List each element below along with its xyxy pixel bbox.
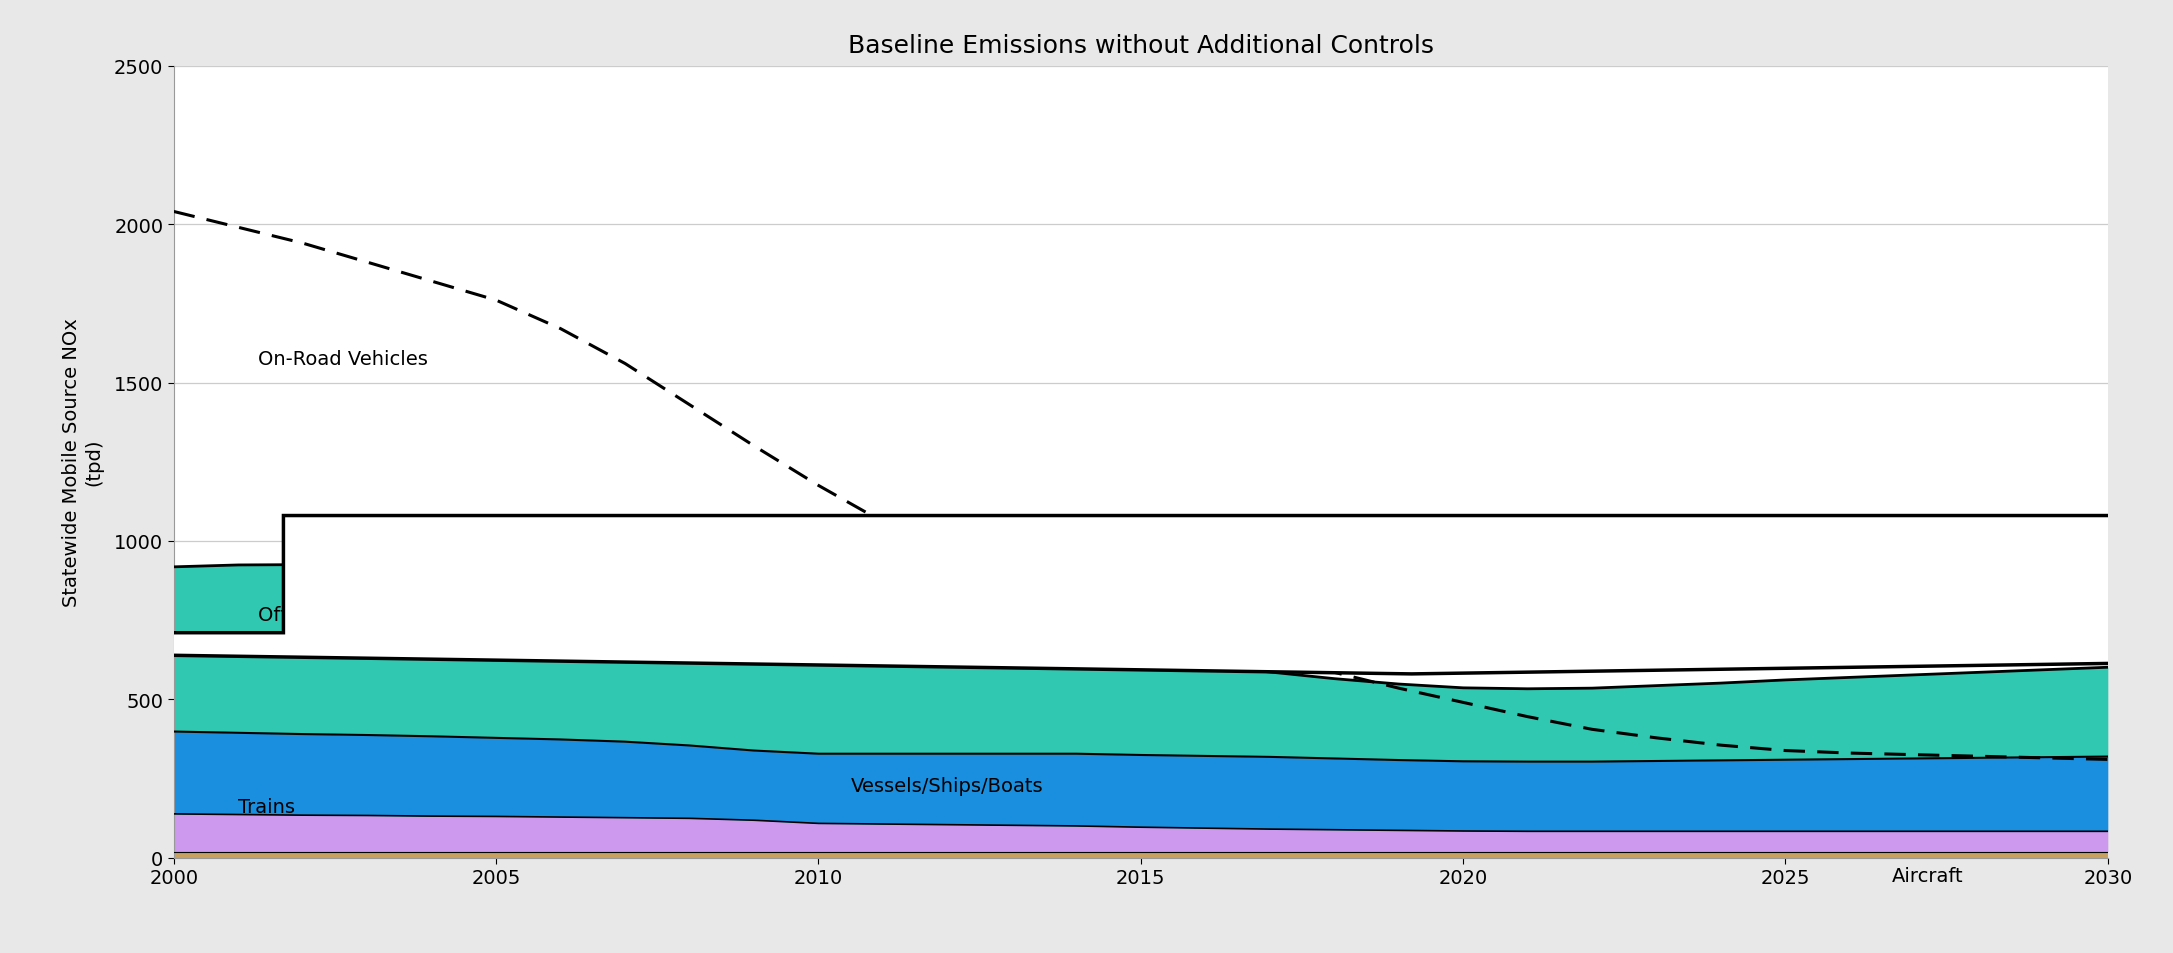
Text: On-Road Vehicles: On-Road Vehicles (259, 349, 428, 368)
Text: Off-Road Equipment: Off-Road Equipment (259, 605, 454, 624)
Text: Trains: Trains (239, 797, 296, 816)
Polygon shape (0, 516, 2173, 674)
Text: Vessels/Ships/Boats: Vessels/Ships/Boats (850, 777, 1043, 795)
Text: Aircraft: Aircraft (1891, 866, 1962, 885)
Y-axis label: Statewide Mobile Source NOx
(tpd): Statewide Mobile Source NOx (tpd) (63, 318, 102, 606)
Title: Baseline Emissions without Additional Controls: Baseline Emissions without Additional Co… (847, 34, 1434, 58)
